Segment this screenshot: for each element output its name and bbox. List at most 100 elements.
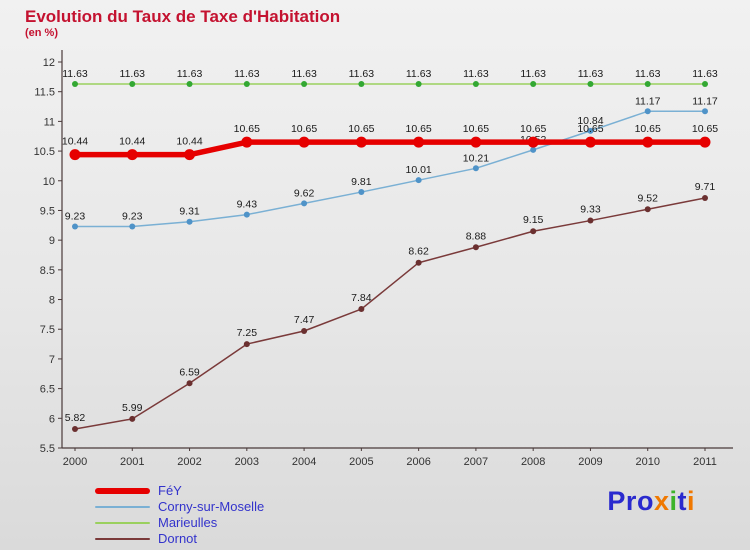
series-marker [129, 223, 136, 230]
logo-letter: P [607, 486, 626, 516]
point-label: 10.65 [692, 123, 718, 135]
series-marker [358, 189, 365, 196]
point-label: 9.23 [122, 210, 143, 222]
series-marker [243, 341, 250, 348]
y-axis-label: 5.5 [40, 443, 55, 455]
y-axis-label: 9 [49, 235, 55, 247]
series-marker [358, 80, 365, 87]
point-label: 11.63 [578, 68, 604, 80]
point-label: 9.62 [294, 187, 315, 199]
y-axis-label: 9.5 [40, 205, 55, 217]
series-marker [184, 149, 196, 161]
series-marker [415, 259, 422, 266]
point-label: 10.44 [62, 136, 88, 148]
x-axis-label: 2005 [349, 456, 373, 468]
series-marker [72, 223, 78, 230]
legend-swatch-dornot [95, 538, 150, 540]
point-label: 10.01 [405, 164, 431, 176]
point-label: 11.63 [520, 68, 546, 80]
point-label: 11.63 [406, 68, 432, 80]
series-marker [472, 80, 479, 87]
series-marker [530, 146, 537, 153]
point-label: 10.44 [119, 136, 145, 148]
point-label: 11.63 [120, 68, 146, 80]
point-label: 11.63 [177, 68, 203, 80]
y-axis-label: 8.5 [40, 265, 55, 277]
series-marker [301, 80, 308, 87]
point-label: 5.99 [122, 402, 143, 414]
point-label: 11.63 [234, 68, 260, 80]
point-label: 6.59 [179, 366, 200, 378]
series-line [74, 197, 706, 430]
series-marker [243, 211, 250, 218]
series-marker [472, 165, 479, 172]
point-label: 11.63 [291, 68, 317, 80]
series-marker [69, 149, 81, 161]
legend-label-fey: FéY [158, 483, 182, 498]
legend-row-corny: Corny-sur-Moselle [95, 499, 264, 515]
x-axis-label: 2008 [521, 456, 545, 468]
series-marker [702, 80, 708, 87]
series-marker [301, 200, 308, 207]
y-axis-label: 12 [43, 57, 55, 69]
y-axis-label: 6 [49, 413, 55, 425]
series-marker [129, 415, 136, 422]
point-label: 10.65 [348, 123, 374, 135]
proxiti-logo: Proxiti [607, 486, 695, 517]
point-label: 11.63 [635, 68, 661, 80]
legend-label-marieulles: Marieulles [158, 515, 218, 530]
point-label: 11.63 [463, 68, 489, 80]
logo-letter: r [625, 486, 637, 516]
series-marker [527, 136, 539, 148]
y-axis-label: 7.5 [40, 324, 55, 336]
legend-swatch-corny [95, 506, 150, 508]
legend-row-marieulles: Marieulles [95, 515, 264, 531]
legend-swatch-fey [95, 488, 150, 494]
y-axis-label: 8 [49, 295, 55, 307]
x-axis-label: 2009 [578, 456, 602, 468]
point-label: 5.82 [65, 412, 86, 424]
series-marker [186, 80, 193, 87]
x-axis-label: 2011 [693, 456, 717, 468]
point-label: 8.62 [408, 246, 429, 258]
series-marker [644, 80, 651, 87]
point-label: 10.65 [234, 123, 260, 135]
x-axis-label: 2007 [464, 456, 488, 468]
point-label: 7.84 [351, 292, 372, 304]
series-marker [415, 80, 422, 87]
point-label: 9.31 [179, 206, 200, 218]
point-label: 9.52 [638, 192, 659, 204]
series-marker [186, 218, 193, 225]
series-marker [355, 136, 367, 148]
series-marker [644, 108, 651, 115]
point-label: 10.65 [405, 123, 431, 135]
y-axis-label: 11.5 [34, 87, 55, 99]
logo-letter: x [653, 486, 670, 516]
legend-label-dornot: Dornot [158, 531, 198, 546]
series-line [72, 139, 708, 158]
logo-letter: i [686, 486, 695, 516]
point-label: 7.47 [294, 314, 315, 326]
x-axis-label: 2002 [177, 456, 201, 468]
series-marker [472, 244, 479, 251]
chart-subtitle: (en %) [25, 27, 58, 39]
series-marker [241, 136, 253, 148]
series-line [74, 110, 706, 228]
series-marker [72, 80, 78, 87]
logo-letter: o [636, 486, 654, 516]
chart-title: Evolution du Taux de Taxe d'Habitation [25, 7, 341, 26]
point-label: 10.65 [291, 123, 317, 135]
legend-row-dornot: Dornot [95, 531, 264, 547]
series-marker [530, 228, 537, 235]
series-marker [644, 206, 651, 213]
logo-letter: i [669, 486, 678, 516]
point-label: 8.88 [466, 230, 487, 242]
series-marker [530, 80, 537, 87]
series-marker [415, 177, 422, 184]
x-axis-label: 2003 [235, 456, 259, 468]
series-marker [129, 80, 136, 87]
series-marker [243, 80, 250, 87]
series-marker [699, 136, 711, 148]
x-axis-label: 2000 [63, 456, 87, 468]
